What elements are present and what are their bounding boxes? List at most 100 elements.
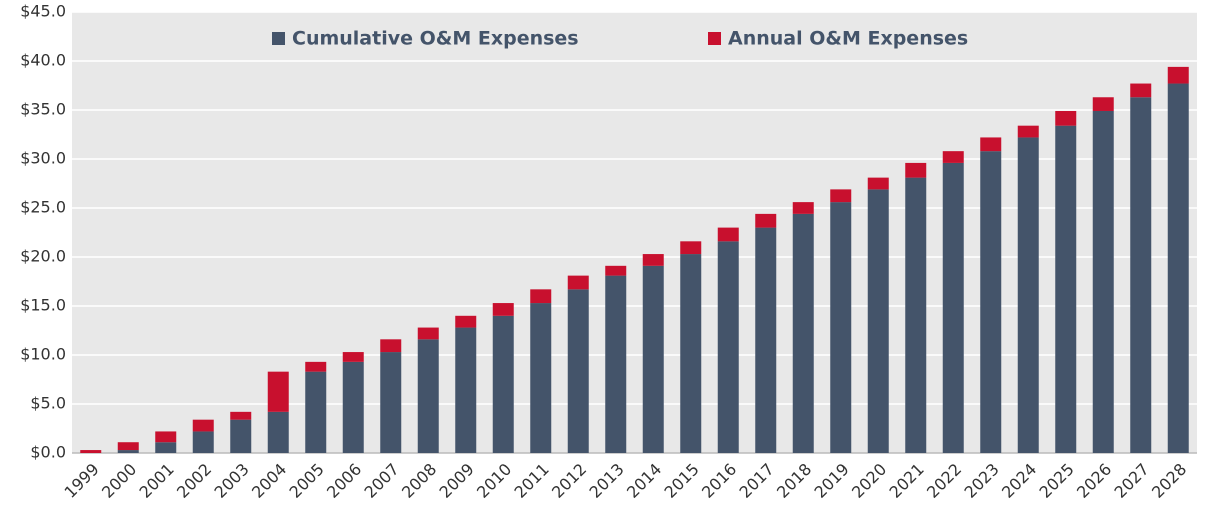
bar-segment	[830, 202, 852, 453]
x-tick-label: 2002	[173, 460, 215, 502]
y-tick-label: $15.0	[20, 296, 66, 315]
bar-segment	[1055, 110, 1077, 126]
x-tick-label: 2025	[1036, 460, 1078, 502]
x-tick-label: 2004	[248, 460, 290, 502]
legend-label: Cumulative O&M Expenses	[292, 28, 579, 50]
bar-segment	[942, 151, 964, 163]
bar-segment	[530, 303, 552, 453]
bar-segment	[642, 265, 664, 453]
bar-segment	[1092, 97, 1114, 111]
bar-segment	[867, 189, 889, 453]
x-tick-label: 2023	[961, 460, 1003, 502]
bar-segment	[605, 265, 627, 276]
bar-segment	[1055, 125, 1077, 454]
y-tick-label: $25.0	[20, 198, 66, 217]
x-tick-label: 2014	[623, 460, 665, 502]
x-tick-label: 2019	[811, 460, 853, 502]
bar-segment	[755, 227, 777, 453]
bar-segment	[717, 227, 739, 242]
y-tick-label: $20.0	[20, 247, 66, 266]
x-tick-label: 2016	[698, 460, 740, 502]
x-tick-label: 2009	[436, 460, 478, 502]
bar-segment	[755, 213, 777, 228]
y-tick-label: $35.0	[20, 100, 66, 119]
bar-segment	[305, 371, 327, 453]
x-tick-label: 2024	[998, 460, 1040, 502]
y-tick-label: $5.0	[30, 394, 66, 413]
bar-segment	[905, 177, 927, 453]
bar-segment	[380, 352, 402, 453]
bar-segment	[492, 315, 514, 453]
bar-segment	[980, 151, 1002, 453]
bar-segment	[192, 419, 214, 432]
x-tick-label: 2010	[473, 460, 515, 502]
bar-segment	[230, 419, 252, 453]
x-tick-label: 2017	[736, 460, 778, 502]
bar-segment	[942, 162, 964, 454]
bar-segment	[530, 289, 552, 304]
bar-segment	[455, 327, 477, 453]
bar-segment	[117, 450, 139, 453]
bar-segment	[642, 254, 664, 266]
bar-segment	[117, 442, 139, 451]
bar-segment	[680, 254, 702, 453]
x-tick-label: 2001	[136, 460, 178, 502]
bar-segment	[492, 303, 514, 316]
bar-segment	[830, 189, 852, 203]
legend-swatch	[272, 32, 285, 45]
x-tick-label: 2026	[1073, 460, 1115, 502]
x-tick-label: 1999	[61, 460, 103, 502]
bar-segment	[717, 241, 739, 453]
bar-segment	[155, 431, 177, 443]
bar-segment	[1130, 97, 1152, 453]
bar-segment	[980, 137, 1002, 152]
bar-segment	[1092, 110, 1114, 453]
bar-segment	[417, 339, 439, 453]
x-tick-label: 2028	[1148, 460, 1190, 502]
x-tick-label: 2013	[586, 460, 628, 502]
y-tick-label: $10.0	[20, 345, 66, 364]
bar-segment	[605, 275, 627, 453]
bar-segment	[1167, 83, 1189, 453]
legend-swatch	[708, 32, 721, 45]
x-tick-label: 2022	[923, 460, 965, 502]
x-tick-label: 2008	[398, 460, 440, 502]
x-tick-label: 2018	[773, 460, 815, 502]
y-tick-label: $40.0	[20, 51, 66, 70]
bar-segment	[680, 241, 702, 255]
bar-segment	[1017, 125, 1039, 138]
bar-segment	[867, 177, 889, 190]
bar-segment	[192, 431, 214, 453]
bar-segment	[155, 442, 177, 453]
y-tick-label: $0.0	[30, 443, 66, 462]
bar-segment	[267, 411, 289, 453]
bar-segment	[342, 352, 364, 362]
bar-segment	[305, 361, 327, 372]
plot-area	[72, 12, 1197, 453]
x-tick-label: 2015	[661, 460, 703, 502]
x-tick-label: 2020	[848, 460, 890, 502]
x-tick-label: 2007	[361, 460, 403, 502]
x-tick-label: 2006	[323, 460, 365, 502]
bar-segment	[417, 327, 439, 340]
bar-segment	[1167, 66, 1189, 84]
bar-segment	[792, 213, 814, 453]
bar-segment	[792, 202, 814, 214]
y-tick-label: $45.0	[20, 2, 66, 21]
x-tick-label: 2011	[511, 460, 553, 502]
bar-segment	[455, 315, 477, 328]
bar-segment	[905, 162, 927, 178]
x-tick-label: 2005	[286, 460, 328, 502]
x-tick-label: 2012	[548, 460, 590, 502]
bar-segment	[380, 339, 402, 353]
x-tick-label: 2021	[886, 460, 928, 502]
x-tick-label: 2003	[211, 460, 253, 502]
x-tick-label: 2027	[1111, 460, 1153, 502]
bar-segment	[1017, 137, 1039, 453]
bar-segment	[342, 361, 364, 453]
bar-segment	[230, 411, 252, 420]
y-tick-label: $30.0	[20, 149, 66, 168]
bar-segment	[567, 275, 589, 290]
legend-label: Annual O&M Expenses	[728, 28, 968, 50]
